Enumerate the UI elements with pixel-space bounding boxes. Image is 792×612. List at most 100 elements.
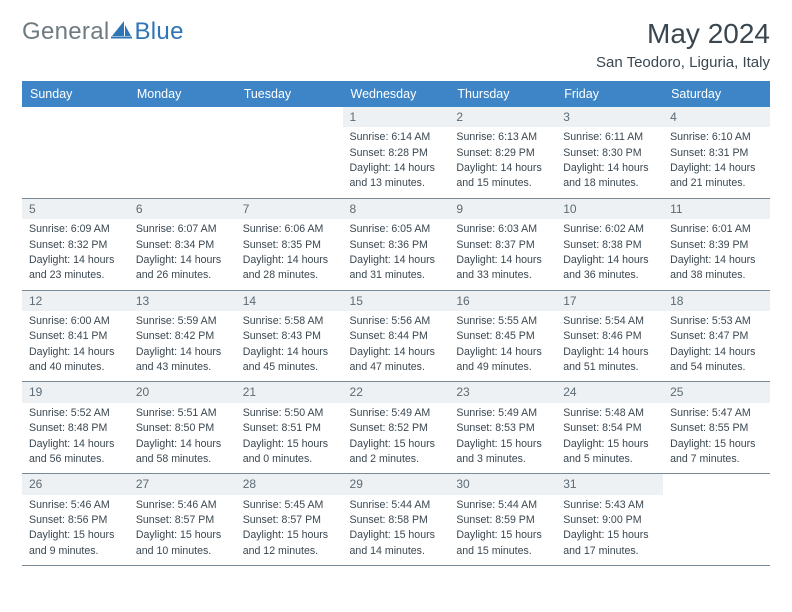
- title-block: May 2024 San Teodoro, Liguria, Italy: [596, 18, 770, 71]
- calendar-cell: 25Sunrise: 5:47 AMSunset: 8:55 PMDayligh…: [663, 382, 770, 474]
- day-number: 15: [343, 291, 450, 311]
- calendar-cell: 29Sunrise: 5:44 AMSunset: 8:58 PMDayligh…: [343, 474, 450, 566]
- day-body: Sunrise: 5:46 AMSunset: 8:57 PMDaylight:…: [129, 495, 236, 565]
- calendar-cell: 5Sunrise: 6:09 AMSunset: 8:32 PMDaylight…: [22, 198, 129, 290]
- calendar-cell: 14Sunrise: 5:58 AMSunset: 8:43 PMDayligh…: [236, 290, 343, 382]
- calendar-cell: 10Sunrise: 6:02 AMSunset: 8:38 PMDayligh…: [556, 198, 663, 290]
- day-body: Sunrise: 5:59 AMSunset: 8:42 PMDaylight:…: [129, 311, 236, 381]
- calendar-cell: 8Sunrise: 6:05 AMSunset: 8:36 PMDaylight…: [343, 198, 450, 290]
- calendar-cell: 3Sunrise: 6:11 AMSunset: 8:30 PMDaylight…: [556, 107, 663, 198]
- calendar-cell: 11Sunrise: 6:01 AMSunset: 8:39 PMDayligh…: [663, 198, 770, 290]
- calendar-cell: [663, 474, 770, 566]
- day-body: Sunrise: 6:10 AMSunset: 8:31 PMDaylight:…: [663, 127, 770, 197]
- day-number: 6: [129, 199, 236, 219]
- weekday-header: Monday: [129, 81, 236, 107]
- calendar-cell: 6Sunrise: 6:07 AMSunset: 8:34 PMDaylight…: [129, 198, 236, 290]
- weekday-header-row: SundayMondayTuesdayWednesdayThursdayFrid…: [22, 81, 770, 107]
- day-number: 29: [343, 474, 450, 494]
- day-body: Sunrise: 6:14 AMSunset: 8:28 PMDaylight:…: [343, 127, 450, 197]
- month-title: May 2024: [596, 18, 770, 50]
- day-number: [129, 107, 236, 127]
- day-body: Sunrise: 6:03 AMSunset: 8:37 PMDaylight:…: [449, 219, 556, 289]
- calendar-row: 5Sunrise: 6:09 AMSunset: 8:32 PMDaylight…: [22, 198, 770, 290]
- day-number: 14: [236, 291, 343, 311]
- day-body: Sunrise: 5:53 AMSunset: 8:47 PMDaylight:…: [663, 311, 770, 381]
- calendar-cell: 16Sunrise: 5:55 AMSunset: 8:45 PMDayligh…: [449, 290, 556, 382]
- calendar-cell: 30Sunrise: 5:44 AMSunset: 8:59 PMDayligh…: [449, 474, 556, 566]
- day-body: Sunrise: 5:48 AMSunset: 8:54 PMDaylight:…: [556, 403, 663, 473]
- day-number: 28: [236, 474, 343, 494]
- calendar-cell: 12Sunrise: 6:00 AMSunset: 8:41 PMDayligh…: [22, 290, 129, 382]
- day-number: 17: [556, 291, 663, 311]
- calendar-cell: 19Sunrise: 5:52 AMSunset: 8:48 PMDayligh…: [22, 382, 129, 474]
- day-body: Sunrise: 5:45 AMSunset: 8:57 PMDaylight:…: [236, 495, 343, 565]
- calendar-cell: 4Sunrise: 6:10 AMSunset: 8:31 PMDaylight…: [663, 107, 770, 198]
- location: San Teodoro, Liguria, Italy: [596, 54, 770, 71]
- day-body: Sunrise: 6:01 AMSunset: 8:39 PMDaylight:…: [663, 219, 770, 289]
- calendar-cell: 15Sunrise: 5:56 AMSunset: 8:44 PMDayligh…: [343, 290, 450, 382]
- day-number: 24: [556, 382, 663, 402]
- day-number: 10: [556, 199, 663, 219]
- day-body: Sunrise: 5:56 AMSunset: 8:44 PMDaylight:…: [343, 311, 450, 381]
- day-body: Sunrise: 6:05 AMSunset: 8:36 PMDaylight:…: [343, 219, 450, 289]
- day-number: 5: [22, 199, 129, 219]
- day-number: 19: [22, 382, 129, 402]
- day-number: 20: [129, 382, 236, 402]
- calendar-cell: 18Sunrise: 5:53 AMSunset: 8:47 PMDayligh…: [663, 290, 770, 382]
- calendar-cell: 26Sunrise: 5:46 AMSunset: 8:56 PMDayligh…: [22, 474, 129, 566]
- calendar-row: 1Sunrise: 6:14 AMSunset: 8:28 PMDaylight…: [22, 107, 770, 198]
- calendar-row: 12Sunrise: 6:00 AMSunset: 8:41 PMDayligh…: [22, 290, 770, 382]
- calendar-cell: 24Sunrise: 5:48 AMSunset: 8:54 PMDayligh…: [556, 382, 663, 474]
- weekday-header: Friday: [556, 81, 663, 107]
- day-number: 1: [343, 107, 450, 127]
- day-number: 23: [449, 382, 556, 402]
- calendar-cell: 23Sunrise: 5:49 AMSunset: 8:53 PMDayligh…: [449, 382, 556, 474]
- calendar-cell: 7Sunrise: 6:06 AMSunset: 8:35 PMDaylight…: [236, 198, 343, 290]
- day-number: 7: [236, 199, 343, 219]
- calendar-cell: 31Sunrise: 5:43 AMSunset: 9:00 PMDayligh…: [556, 474, 663, 566]
- day-body: Sunrise: 5:44 AMSunset: 8:59 PMDaylight:…: [449, 495, 556, 565]
- day-number: 21: [236, 382, 343, 402]
- calendar-body: 1Sunrise: 6:14 AMSunset: 8:28 PMDaylight…: [22, 107, 770, 566]
- day-body: Sunrise: 5:47 AMSunset: 8:55 PMDaylight:…: [663, 403, 770, 473]
- day-body: Sunrise: 6:09 AMSunset: 8:32 PMDaylight:…: [22, 219, 129, 289]
- day-body: Sunrise: 5:49 AMSunset: 8:52 PMDaylight:…: [343, 403, 450, 473]
- day-body: Sunrise: 5:58 AMSunset: 8:43 PMDaylight:…: [236, 311, 343, 381]
- day-number: 18: [663, 291, 770, 311]
- day-body: [22, 127, 129, 136]
- day-body: Sunrise: 5:54 AMSunset: 8:46 PMDaylight:…: [556, 311, 663, 381]
- calendar-row: 19Sunrise: 5:52 AMSunset: 8:48 PMDayligh…: [22, 382, 770, 474]
- day-number: 16: [449, 291, 556, 311]
- day-body: Sunrise: 6:02 AMSunset: 8:38 PMDaylight:…: [556, 219, 663, 289]
- day-number: 22: [343, 382, 450, 402]
- day-body: Sunrise: 5:44 AMSunset: 8:58 PMDaylight:…: [343, 495, 450, 565]
- calendar-cell: 13Sunrise: 5:59 AMSunset: 8:42 PMDayligh…: [129, 290, 236, 382]
- day-body: Sunrise: 6:06 AMSunset: 8:35 PMDaylight:…: [236, 219, 343, 289]
- day-body: Sunrise: 6:11 AMSunset: 8:30 PMDaylight:…: [556, 127, 663, 197]
- day-number: 12: [22, 291, 129, 311]
- calendar-cell: 22Sunrise: 5:49 AMSunset: 8:52 PMDayligh…: [343, 382, 450, 474]
- day-body: [663, 495, 770, 504]
- day-body: Sunrise: 5:50 AMSunset: 8:51 PMDaylight:…: [236, 403, 343, 473]
- weekday-header: Thursday: [449, 81, 556, 107]
- weekday-header: Sunday: [22, 81, 129, 107]
- weekday-header: Saturday: [663, 81, 770, 107]
- day-number: 8: [343, 199, 450, 219]
- calendar-row: 26Sunrise: 5:46 AMSunset: 8:56 PMDayligh…: [22, 474, 770, 566]
- day-body: [129, 127, 236, 136]
- calendar-cell: 17Sunrise: 5:54 AMSunset: 8:46 PMDayligh…: [556, 290, 663, 382]
- day-number: [236, 107, 343, 127]
- calendar-cell: 27Sunrise: 5:46 AMSunset: 8:57 PMDayligh…: [129, 474, 236, 566]
- calendar-cell: [236, 107, 343, 198]
- logo: General Blue: [22, 18, 184, 46]
- day-number: 9: [449, 199, 556, 219]
- day-body: Sunrise: 5:49 AMSunset: 8:53 PMDaylight:…: [449, 403, 556, 473]
- day-number: 11: [663, 199, 770, 219]
- day-number: 3: [556, 107, 663, 127]
- day-body: Sunrise: 5:52 AMSunset: 8:48 PMDaylight:…: [22, 403, 129, 473]
- calendar-cell: 9Sunrise: 6:03 AMSunset: 8:37 PMDaylight…: [449, 198, 556, 290]
- day-number: 30: [449, 474, 556, 494]
- day-number: 13: [129, 291, 236, 311]
- day-body: Sunrise: 5:51 AMSunset: 8:50 PMDaylight:…: [129, 403, 236, 473]
- day-number: [22, 107, 129, 127]
